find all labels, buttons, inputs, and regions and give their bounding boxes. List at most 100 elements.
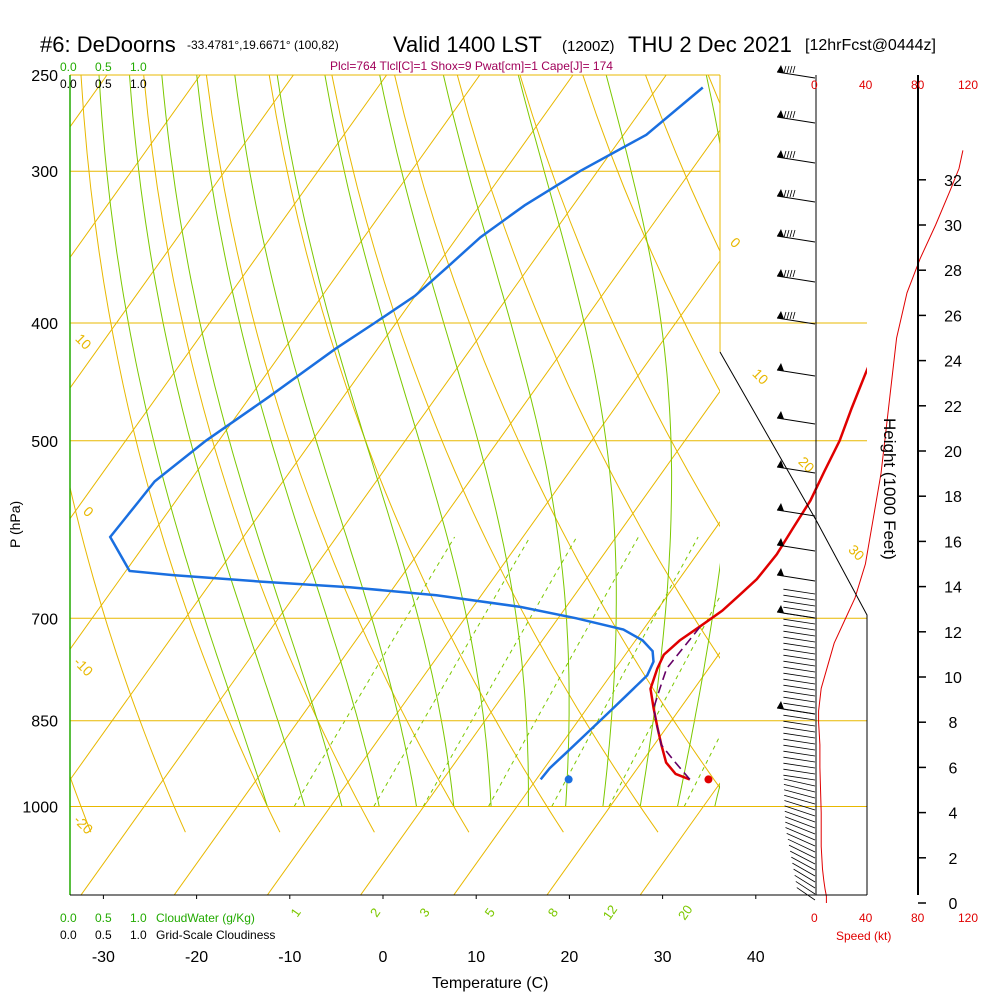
isotherm-line: [173, 129, 720, 895]
wind-barb-feather: [783, 189, 787, 198]
wind-barb-feather: [792, 110, 796, 119]
wind-barb-feather: [792, 311, 796, 320]
wind-barb: [783, 690, 816, 697]
dry-adiabat-line: [959, 75, 1000, 832]
isotherm-label: 10: [749, 365, 771, 387]
cloudwater-top-tick: 0.0: [60, 60, 77, 74]
isotherm-line: [70, 75, 294, 389]
wind-barb-feather: [783, 229, 787, 238]
mixing-ratio-line: [488, 536, 639, 807]
wind-barb-flag: [777, 150, 784, 158]
height-tick-label: 24: [944, 354, 962, 371]
dewpoint-curve: [108, 86, 704, 781]
wind-barb: [783, 684, 816, 691]
moist-adiabat-line: [605, 75, 673, 807]
isotherm-line: [80, 75, 667, 895]
stability-indices: Plcl=764 Tlcl[C]=1 Shox=9 Pwat[cm]=1 Cap…: [330, 59, 613, 73]
wind-barb: [783, 594, 816, 601]
wind-barb-feather: [789, 150, 793, 159]
wind-barb: [783, 702, 816, 709]
pressure-tick-label: 500: [31, 434, 58, 451]
wind-barb: [783, 784, 816, 793]
wind-barb: [776, 116, 816, 124]
height-tick-label: 26: [944, 308, 962, 325]
wind-barb-feather: [786, 269, 790, 278]
isotherm-line: [920, 75, 1000, 895]
moist-adiabat-line: [161, 75, 343, 807]
speed-axis-label: Speed (kt): [836, 929, 891, 943]
temperature-tick-label: -30: [92, 949, 115, 966]
x-axis-label: Temperature (C): [432, 975, 548, 992]
wind-barb: [783, 696, 816, 703]
wind-barb: [776, 195, 816, 203]
mixing-ratio-label: 12: [600, 902, 621, 922]
height-axis-label: Height (1000 Feet): [880, 418, 899, 560]
isotherm-line: [266, 259, 720, 895]
wind-barb-feather: [786, 229, 790, 238]
wind-barb-flag: [777, 269, 784, 277]
cloudiness-bottom-tick: 1.0: [130, 928, 147, 942]
forecast-date: THU 2 Dec 2021: [628, 32, 792, 57]
wind-barb: [784, 800, 816, 811]
wind-barb-flag: [777, 363, 784, 371]
wind-barb-flag: [777, 605, 784, 613]
dry-adiabat-line: [70, 485, 186, 833]
isotherm-line: [70, 75, 201, 259]
wind-barb: [787, 838, 816, 853]
speed-bottom-tick: 40: [859, 911, 873, 925]
isotherm-label: 20: [795, 453, 817, 475]
wind-barb: [784, 805, 816, 817]
dry-adiabat-line: [456, 75, 720, 659]
cloudiness-top-tick: 1.0: [130, 77, 147, 91]
wind-barb-feather: [789, 269, 793, 278]
isotherm-line: [0, 75, 14, 895]
valid-time: Valid 1400 LST: [393, 32, 542, 57]
wind-barb: [783, 789, 816, 799]
wind-barb: [783, 600, 816, 607]
mixing-ratio-label: 20: [675, 902, 696, 922]
mixing-ratio-line: [551, 536, 699, 807]
speed-bottom-tick: 120: [958, 911, 978, 925]
wind-barb: [783, 762, 816, 769]
pressure-tick-label: 850: [31, 714, 58, 731]
dry-adiabat-line: [834, 75, 1000, 832]
mixing-ratio-line: [683, 734, 720, 807]
temperature-tick-label: 10: [467, 949, 485, 966]
wind-barb-flag: [777, 229, 784, 237]
wind-barb: [783, 606, 816, 613]
dry-adiabat-line: [80, 75, 281, 833]
wind-barb: [776, 574, 816, 582]
station-coords: -33.4781°,19.6671° (100,82): [187, 38, 339, 52]
height-tick-label: 12: [944, 625, 962, 642]
wind-barb: [776, 466, 816, 474]
zulu-time: (1200Z): [562, 38, 615, 55]
wind-barb: [776, 156, 816, 164]
wind-barb: [793, 868, 816, 883]
height-tick-label: 16: [944, 534, 962, 551]
wind-barb-feather: [792, 269, 796, 278]
wind-barb-flag: [777, 538, 784, 546]
wind-barb-feather: [789, 311, 793, 320]
wind-barb: [783, 726, 816, 733]
mixing-ratio-line: [373, 536, 531, 807]
wind-barb: [783, 648, 816, 655]
wind-barb: [783, 750, 816, 757]
wind-barb-feather: [783, 269, 787, 278]
wind-barb: [784, 810, 816, 823]
wind-barb-feather: [792, 189, 796, 198]
surface-dewpoint-marker: [564, 775, 573, 784]
temperature-tick-label: -10: [278, 949, 301, 966]
moist-adiabat-line: [442, 75, 570, 807]
cloudiness-top-tick: 0.0: [60, 77, 77, 91]
wind-barb-feather: [786, 110, 790, 119]
wind-barb-feather: [783, 65, 787, 74]
moist-adiabat-line: [517, 75, 617, 807]
height-tick-label: 22: [944, 399, 962, 416]
isotherm-label: -20: [71, 812, 97, 838]
isotherm-line: [453, 521, 720, 895]
mixing-ratio-label: 2: [367, 905, 383, 920]
height-tick-label: 18: [944, 489, 962, 506]
dry-adiabat-line: [205, 75, 470, 833]
wind-barb: [788, 844, 816, 859]
wind-barb: [783, 654, 816, 661]
